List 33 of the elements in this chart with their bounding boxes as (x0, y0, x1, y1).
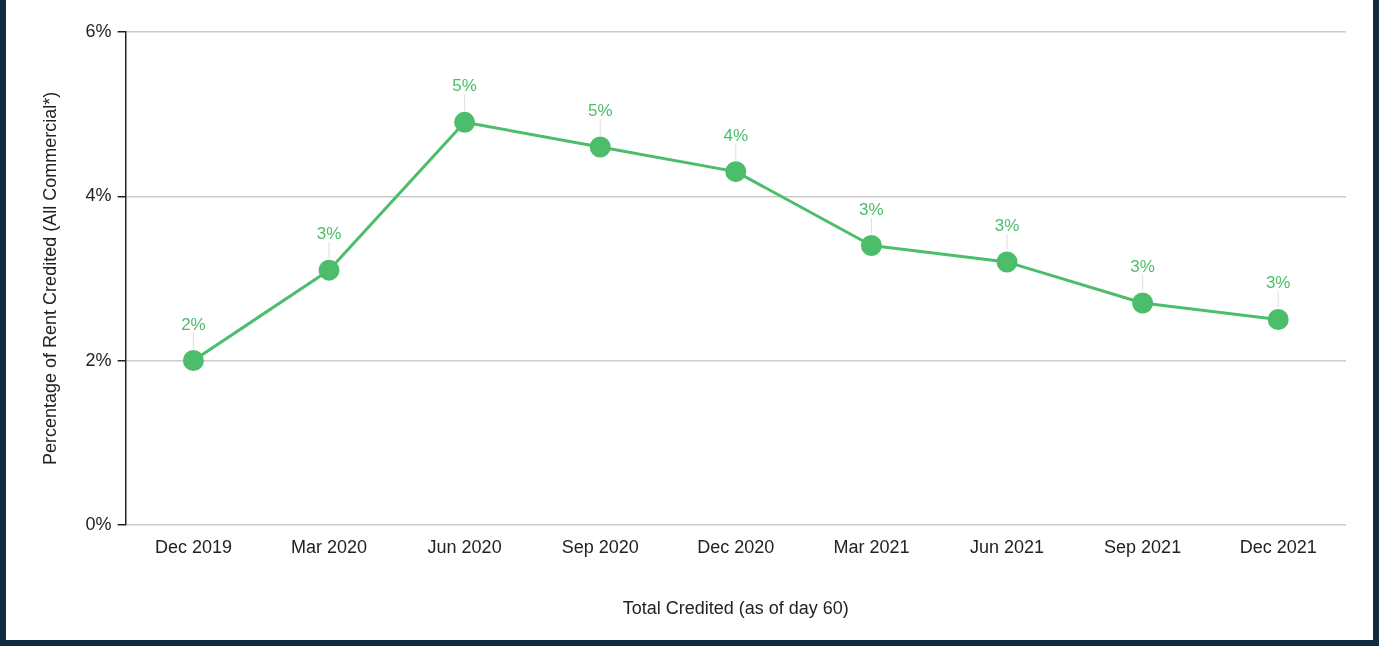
x-tick-label: Dec 2021 (1239, 536, 1317, 557)
x-tick-label: Jun 2021 (969, 536, 1045, 557)
y-tick-label: 0% (85, 513, 112, 534)
x-axis-title: Total Credited (as of day 60) (622, 598, 849, 619)
point (725, 161, 747, 183)
x-tick-label: Jun 2020 (427, 536, 502, 557)
y-tick-label: 6% (85, 20, 112, 41)
y-tick-label: 2% (85, 349, 112, 370)
x-tick-label: Sep 2020 (561, 536, 639, 557)
data-label: 3% (859, 199, 884, 219)
point (318, 259, 340, 281)
data-label: 3% (316, 224, 342, 244)
point (860, 235, 882, 257)
y-axis-title: Percentage of Rent Credited (All Commercial*) (39, 91, 60, 465)
point (996, 251, 1018, 273)
data-label: 2% (181, 314, 206, 334)
x-tick-label: Dec 2019 (154, 536, 232, 557)
data-label: 5% (587, 100, 613, 120)
x-tick-label: Mar 2020 (290, 536, 368, 557)
point (1267, 308, 1289, 330)
x-tick-label: Dec 2020 (697, 536, 775, 557)
point (454, 111, 476, 133)
data-label: 4% (723, 125, 749, 145)
data-label: 3% (1130, 257, 1155, 277)
x-tick-label: Sep 2021 (1104, 536, 1182, 557)
data-label: 5% (452, 76, 477, 96)
point (1132, 292, 1154, 314)
y-tick-label: 4% (85, 185, 112, 206)
point (589, 136, 611, 158)
data-label: 3% (994, 215, 1020, 235)
point (182, 350, 204, 372)
x-tick-label: Mar 2021 (833, 536, 910, 557)
data-label: 3% (1265, 273, 1291, 293)
